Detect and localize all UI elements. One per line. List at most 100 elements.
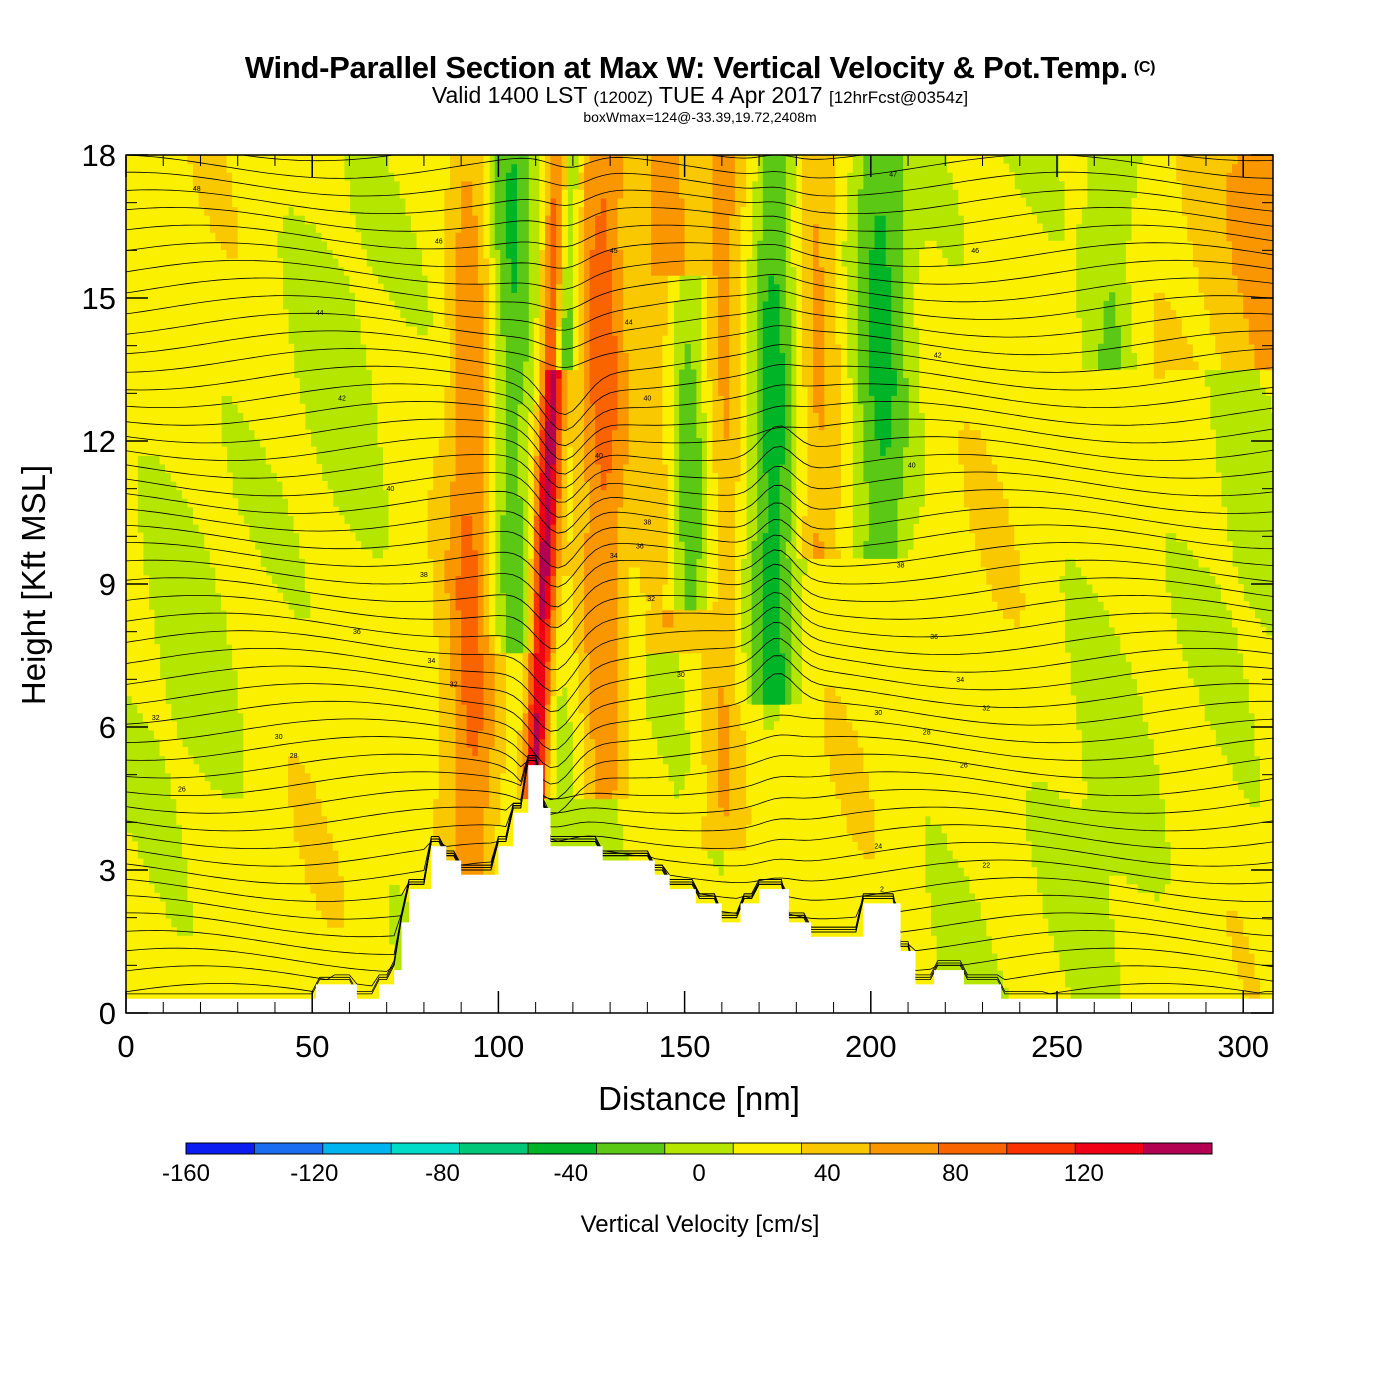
w-cell — [232, 626, 239, 637]
w-cell — [461, 215, 468, 225]
w-cell — [410, 163, 418, 173]
w-cell — [137, 378, 144, 388]
w-cell — [209, 875, 216, 885]
w-cell — [477, 652, 485, 662]
w-cell — [455, 729, 462, 740]
w-cell — [466, 781, 473, 791]
w-cell — [126, 970, 133, 980]
w-cell — [198, 343, 205, 353]
w-cell — [438, 421, 445, 431]
w-cell — [444, 772, 451, 782]
w-cell — [243, 592, 250, 602]
w-cell — [349, 215, 356, 225]
w-cell — [444, 335, 451, 345]
w-cell — [271, 412, 278, 422]
w-cell — [159, 343, 166, 353]
w-cell — [142, 678, 149, 688]
w-cell — [126, 438, 133, 448]
w-cell — [455, 575, 462, 585]
w-cell — [343, 541, 351, 551]
w-cell — [170, 927, 177, 937]
w-cell — [472, 841, 479, 851]
w-cell — [405, 197, 412, 208]
w-cell — [422, 575, 429, 585]
w-cell — [343, 867, 351, 877]
w-cell — [466, 438, 473, 448]
w-cell — [293, 378, 300, 388]
w-cell — [332, 729, 339, 740]
w-cell — [399, 678, 406, 688]
w-cell — [299, 532, 306, 542]
w-cell — [438, 412, 445, 422]
w-cell — [232, 172, 239, 182]
w-cell — [271, 669, 278, 679]
w-cell — [304, 506, 311, 516]
w-cell — [450, 318, 457, 328]
w-cell — [355, 283, 362, 293]
w-cell — [338, 841, 345, 851]
w-cell — [215, 892, 222, 903]
w-cell — [288, 687, 295, 697]
w-cell — [142, 206, 149, 216]
w-cell — [461, 558, 468, 568]
w-cell — [299, 446, 306, 456]
w-cell — [226, 901, 233, 911]
w-cell — [405, 695, 412, 705]
w-cell — [383, 626, 390, 637]
w-cell — [148, 987, 155, 997]
w-cell — [276, 318, 283, 328]
w-cell — [433, 592, 440, 602]
w-cell — [148, 712, 155, 722]
w-cell — [288, 463, 295, 474]
w-cell — [237, 661, 244, 671]
w-cell — [438, 429, 445, 439]
w-cell — [181, 832, 189, 842]
w-cell — [433, 747, 440, 757]
w-cell — [349, 952, 356, 963]
w-cell — [466, 386, 473, 396]
w-cell — [159, 206, 166, 216]
w-cell — [209, 335, 216, 345]
w-cell — [137, 927, 144, 937]
w-cell — [455, 249, 462, 259]
w-cell — [472, 532, 479, 542]
w-cell — [310, 575, 317, 585]
w-cell — [472, 215, 479, 225]
w-cell — [148, 240, 155, 250]
w-cell — [349, 687, 356, 697]
w-cell — [399, 832, 406, 842]
w-cell — [276, 807, 283, 817]
w-cell — [371, 652, 378, 662]
w-cell — [310, 747, 317, 757]
w-cell — [226, 206, 233, 216]
w-cell — [198, 978, 205, 988]
w-cell — [209, 180, 216, 190]
w-cell — [198, 172, 205, 182]
w-cell — [165, 360, 172, 371]
w-cell — [377, 601, 384, 611]
w-cell — [159, 309, 166, 319]
w-cell — [304, 669, 311, 679]
w-cell — [232, 506, 239, 516]
w-cell — [405, 738, 412, 748]
w-cell — [349, 807, 356, 817]
w-cell — [243, 944, 250, 954]
w-cell — [360, 309, 367, 319]
w-cell — [399, 566, 406, 576]
w-cell — [461, 738, 468, 748]
w-cell — [327, 644, 334, 654]
w-cell — [416, 532, 423, 542]
w-cell — [416, 498, 423, 508]
w-cell — [438, 712, 445, 722]
w-cell — [131, 901, 138, 911]
w-cell — [126, 172, 133, 182]
w-cell — [444, 618, 451, 628]
w-cell — [276, 300, 283, 311]
w-cell — [204, 326, 211, 336]
w-cell — [221, 215, 228, 225]
w-cell — [215, 549, 222, 559]
w-cell — [237, 395, 244, 405]
w-cell — [444, 704, 451, 714]
w-cell — [254, 429, 261, 439]
w-cell — [215, 215, 222, 225]
